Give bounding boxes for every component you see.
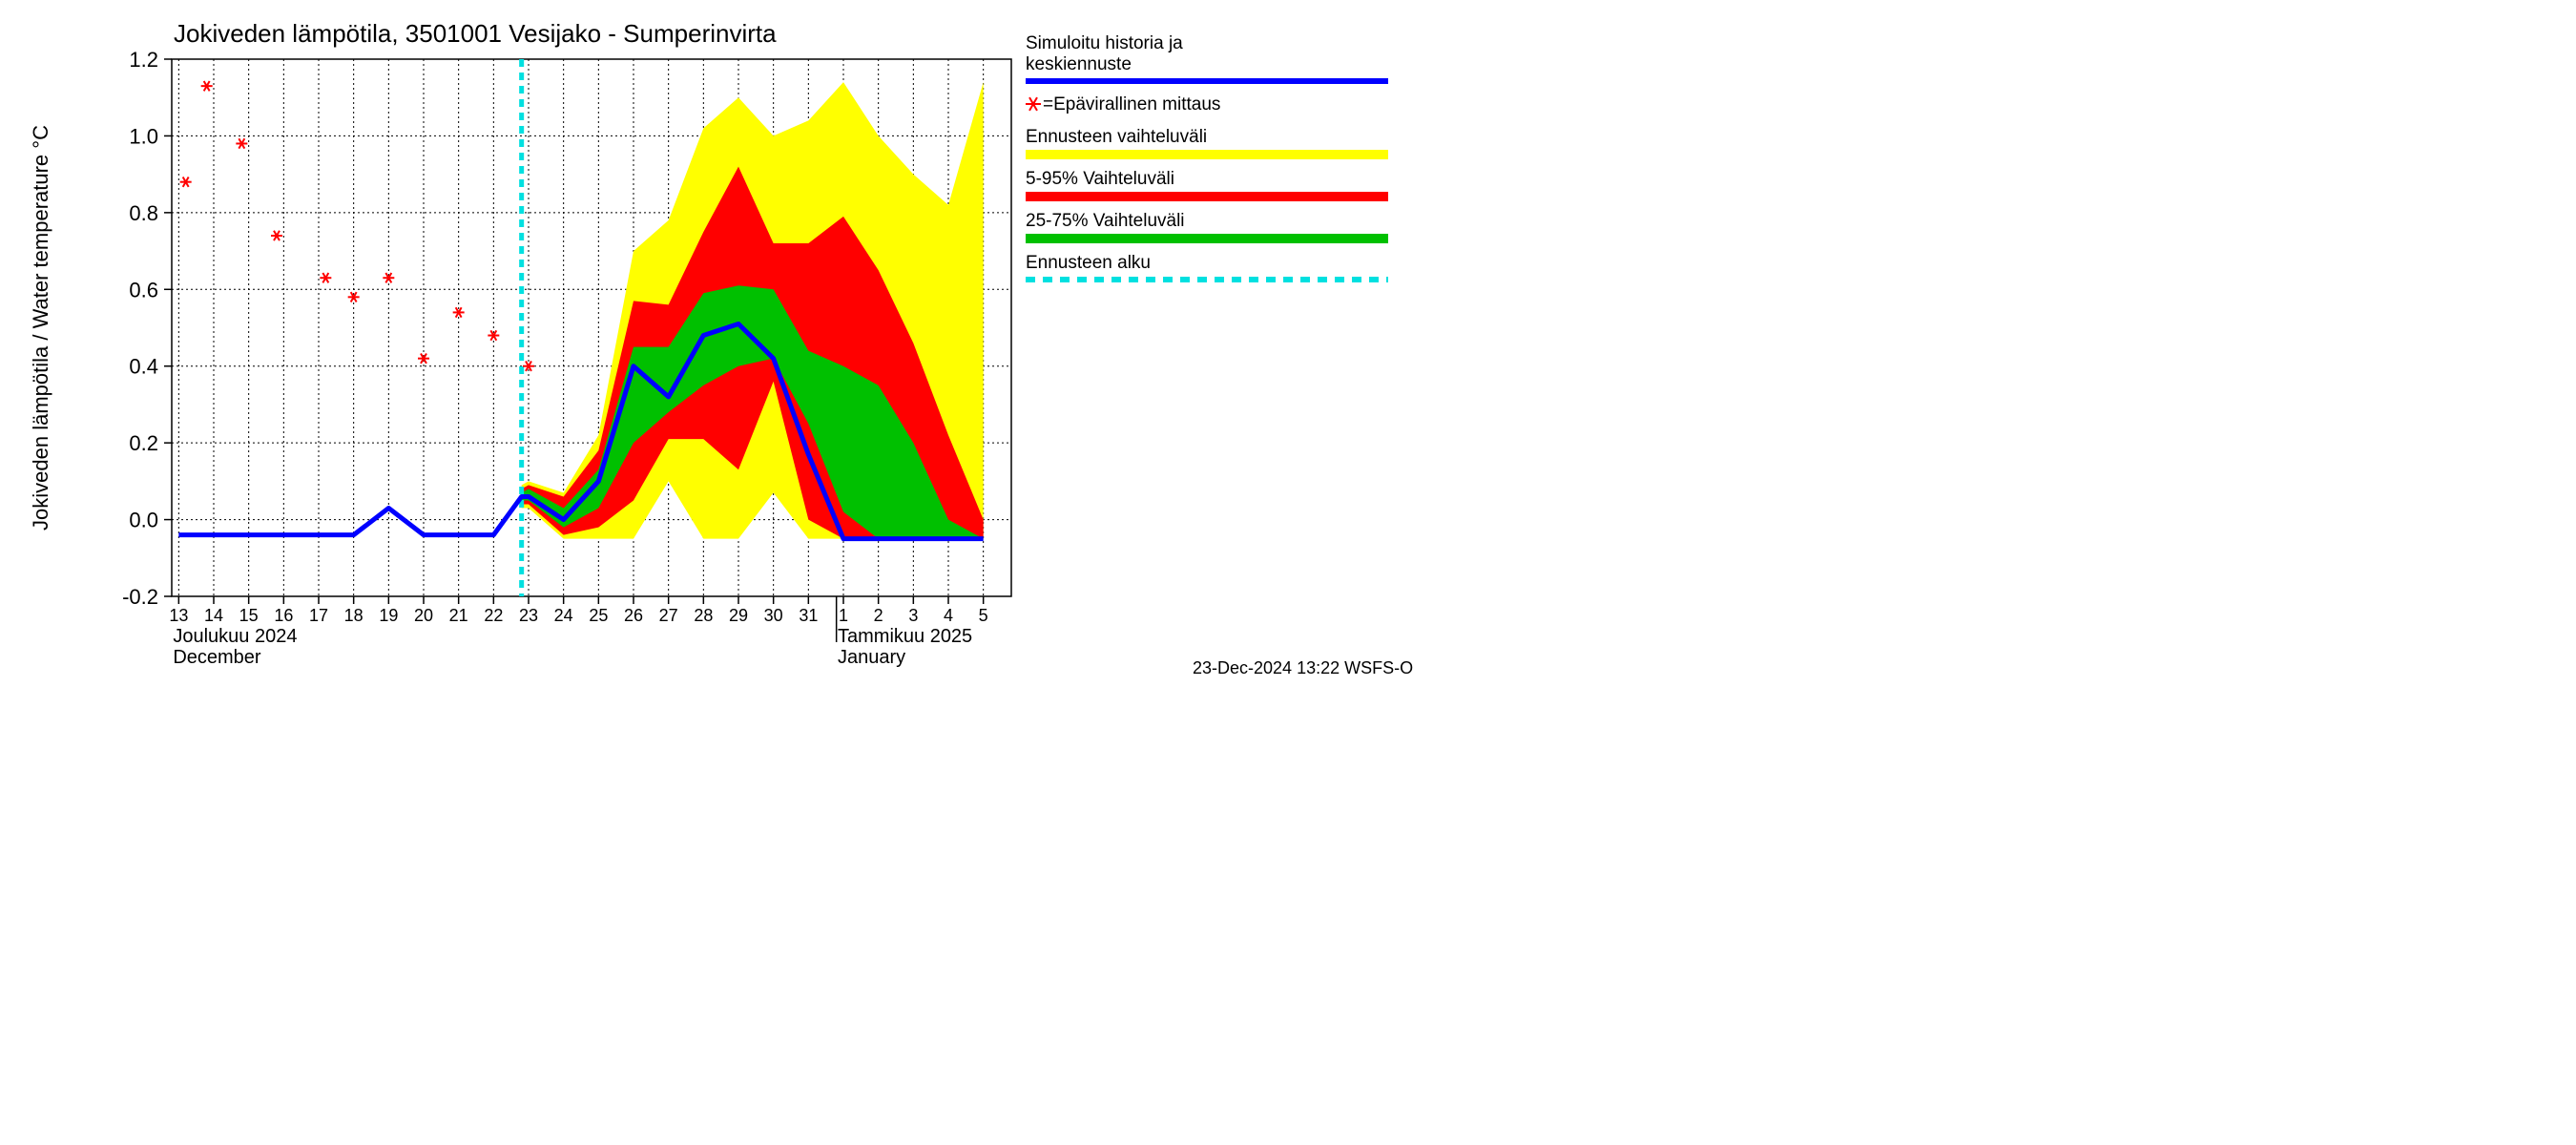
xtick-label: 2 bbox=[874, 606, 883, 625]
xtick-label: 22 bbox=[484, 606, 503, 625]
ytick-label: 0.8 bbox=[129, 201, 158, 225]
xtick-label: 16 bbox=[274, 606, 293, 625]
xtick-label: 25 bbox=[589, 606, 608, 625]
xtick-label: 21 bbox=[449, 606, 468, 625]
xtick-label: 15 bbox=[239, 606, 259, 625]
xtick-label: 3 bbox=[908, 606, 918, 625]
xtick-label: 5 bbox=[979, 606, 988, 625]
xtick-label: 1 bbox=[839, 606, 848, 625]
legend-swatch bbox=[1026, 150, 1388, 159]
legend-label: Ennusteen vaihteluväli bbox=[1026, 127, 1207, 147]
month-label: January bbox=[838, 647, 905, 668]
legend-label: keskiennuste bbox=[1026, 54, 1132, 74]
legend-label: 25-75% Vaihteluväli bbox=[1026, 211, 1185, 231]
xtick-label: 28 bbox=[694, 606, 713, 625]
ytick-label: 1.0 bbox=[129, 124, 158, 148]
xtick-label: 31 bbox=[799, 606, 818, 625]
month-label: Tammikuu 2025 bbox=[838, 626, 972, 647]
xtick-label: 24 bbox=[554, 606, 573, 625]
month-label: Joulukuu 2024 bbox=[173, 626, 297, 647]
xtick-label: 18 bbox=[344, 606, 364, 625]
y-axis-label: Jokiveden lämpötila / Water temperature … bbox=[29, 125, 52, 531]
xtick-label: 23 bbox=[519, 606, 538, 625]
footer-text: 23-Dec-2024 13:22 WSFS-O bbox=[1193, 658, 1413, 677]
legend-label: =Epävirallinen mittaus bbox=[1043, 94, 1220, 114]
xtick-label: 14 bbox=[204, 606, 223, 625]
legend-label: Ennusteen alku bbox=[1026, 253, 1151, 273]
chart-svg: -0.20.00.20.40.60.81.01.2131415161718192… bbox=[0, 0, 1431, 697]
legend-label: 5-95% Vaihteluväli bbox=[1026, 169, 1174, 189]
legend-swatch bbox=[1026, 234, 1388, 243]
chart-title: Jokiveden lämpötila, 3501001 Vesijako - … bbox=[174, 19, 777, 48]
ytick-label: 0.2 bbox=[129, 431, 158, 455]
xtick-label: 20 bbox=[414, 606, 433, 625]
ytick-label: 0.4 bbox=[129, 355, 158, 379]
xtick-label: 19 bbox=[379, 606, 398, 625]
ytick-label: 0.0 bbox=[129, 509, 158, 532]
chart-container: -0.20.00.20.40.60.81.01.2131415161718192… bbox=[0, 0, 1431, 697]
ytick-label: 0.6 bbox=[129, 278, 158, 302]
xtick-label: 4 bbox=[944, 606, 953, 625]
ytick-label: 1.2 bbox=[129, 48, 158, 72]
xtick-label: 13 bbox=[169, 606, 188, 625]
xtick-label: 29 bbox=[729, 606, 748, 625]
xtick-label: 17 bbox=[309, 606, 328, 625]
month-label: December bbox=[173, 647, 261, 668]
xtick-label: 30 bbox=[764, 606, 783, 625]
legend-label: Simuloitu historia ja bbox=[1026, 33, 1183, 53]
legend-swatch bbox=[1026, 192, 1388, 201]
xtick-label: 26 bbox=[624, 606, 643, 625]
xtick-label: 27 bbox=[659, 606, 678, 625]
ytick-label: -0.2 bbox=[122, 585, 158, 609]
